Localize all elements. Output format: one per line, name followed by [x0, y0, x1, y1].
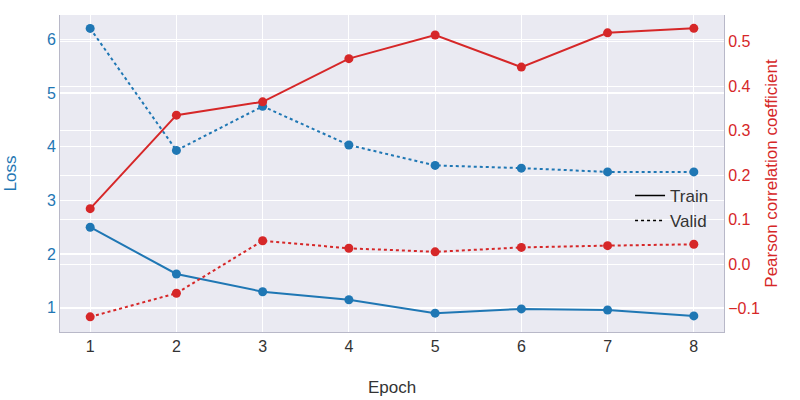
svg-text:8: 8 — [689, 338, 698, 355]
svg-text:Valid: Valid — [670, 212, 707, 231]
svg-text:3: 3 — [47, 192, 56, 209]
svg-text:−0.1: −0.1 — [728, 300, 760, 317]
svg-text:4: 4 — [344, 338, 353, 355]
svg-text:7: 7 — [603, 338, 612, 355]
svg-text:0.1: 0.1 — [728, 211, 750, 228]
svg-text:0.4: 0.4 — [728, 78, 750, 95]
svg-text:5: 5 — [47, 85, 56, 102]
svg-text:1: 1 — [86, 338, 95, 355]
svg-text:4: 4 — [47, 138, 56, 155]
svg-text:Loss: Loss — [1, 156, 20, 192]
svg-text:2: 2 — [47, 246, 56, 263]
svg-text:3: 3 — [258, 338, 267, 355]
svg-text:Pearson correlation coefficien: Pearson correlation coefficient — [762, 59, 781, 288]
svg-text:Train: Train — [670, 187, 708, 206]
svg-text:1: 1 — [47, 299, 56, 316]
svg-text:5: 5 — [431, 338, 440, 355]
svg-text:6: 6 — [47, 31, 56, 48]
svg-text:0.3: 0.3 — [728, 122, 750, 139]
svg-text:Epoch: Epoch — [368, 378, 416, 397]
svg-text:2: 2 — [172, 338, 181, 355]
svg-text:0.0: 0.0 — [728, 256, 750, 273]
svg-text:0.5: 0.5 — [728, 33, 750, 50]
svg-text:6: 6 — [517, 338, 526, 355]
svg-text:0.2: 0.2 — [728, 167, 750, 184]
